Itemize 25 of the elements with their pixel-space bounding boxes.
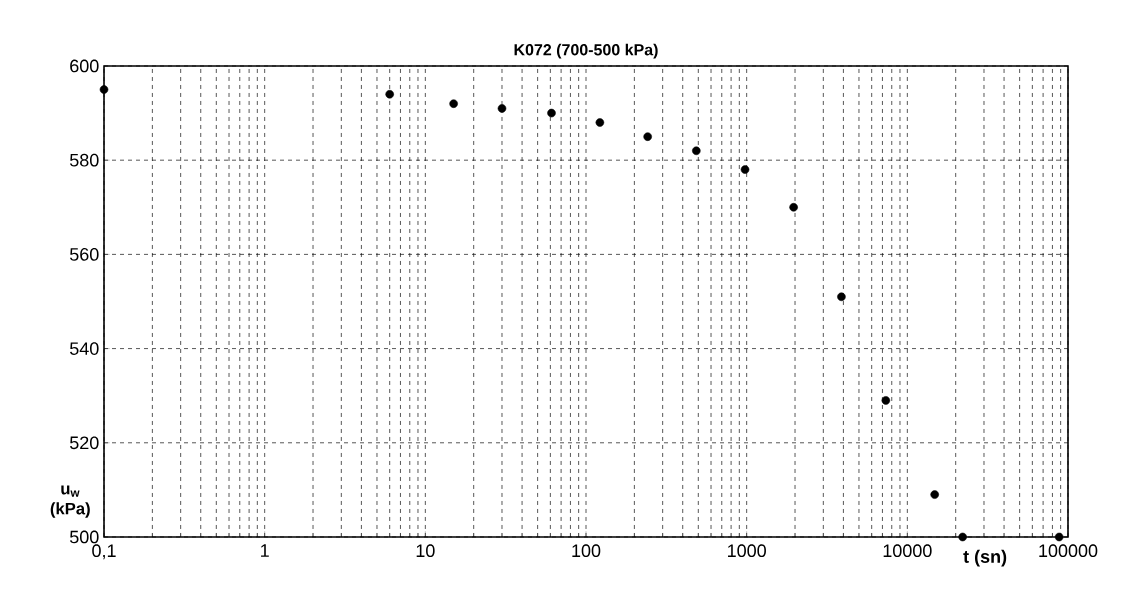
point xyxy=(643,132,652,141)
y-tick-label: 540 xyxy=(69,342,99,355)
x-tick-label: 0,1 xyxy=(92,544,116,560)
point xyxy=(740,165,750,174)
x-axis-title: t (sn) xyxy=(963,549,1007,567)
point xyxy=(497,104,507,113)
chart-title: K072 (700-500 kPa) xyxy=(514,43,658,59)
point xyxy=(547,108,556,118)
x-tick-label: 10000 xyxy=(883,544,932,558)
x-tick-label: 1000 xyxy=(728,544,766,558)
y-tick-label: 500 xyxy=(69,530,99,544)
y-tick-label: 600 xyxy=(70,59,99,73)
point xyxy=(449,99,458,108)
x-tick-label: 1 xyxy=(261,544,269,557)
x-tick-label: 100 xyxy=(572,544,601,558)
x-tick-label: 10 xyxy=(416,544,435,558)
y-tick-label: 520 xyxy=(69,436,99,450)
y-axis-title: u$_{w}$ (kPa) xyxy=(50,485,90,518)
y-tick-label: 580 xyxy=(69,153,99,167)
point xyxy=(692,146,701,156)
point xyxy=(789,203,798,212)
y-tick-label: 560 xyxy=(69,248,99,261)
point xyxy=(837,292,846,302)
x-tick-label: 100000 xyxy=(1039,544,1098,558)
point xyxy=(595,118,605,127)
